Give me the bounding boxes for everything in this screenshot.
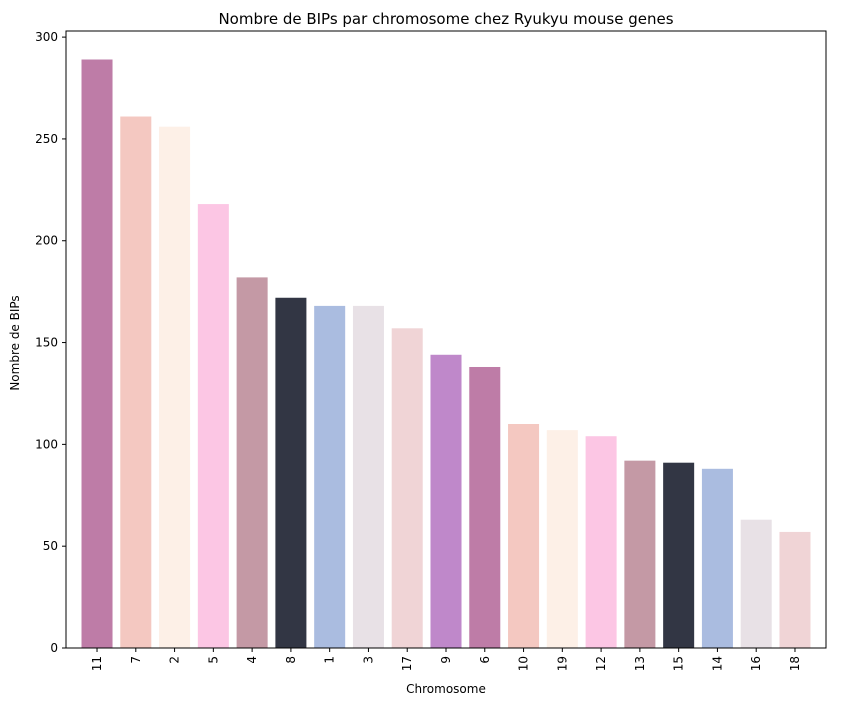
bar-chr-13 (624, 460, 656, 648)
bar-chr-15 (663, 462, 695, 648)
x-tick-label: 10 (517, 656, 531, 671)
y-tick-label: 250 (35, 132, 58, 146)
bar-chr-18 (779, 531, 811, 648)
y-tick-label: 50 (43, 539, 58, 553)
bar-chr-5 (197, 204, 229, 648)
x-tick-label: 2 (168, 656, 182, 664)
x-tick-label: 19 (555, 656, 569, 671)
y-tick-label: 100 (35, 437, 58, 451)
x-tick-label: 5 (206, 656, 220, 664)
bar-chr-10 (508, 424, 540, 648)
bar-chr-4 (236, 277, 268, 648)
x-tick-label: 18 (788, 656, 802, 671)
x-tick-label: 11 (90, 656, 104, 671)
x-tick-label: 4 (245, 656, 259, 664)
y-tick-label: 150 (35, 336, 58, 350)
bar-chr-9 (430, 354, 462, 648)
x-tick-label: 13 (633, 656, 647, 671)
x-tick-label: 14 (710, 656, 724, 671)
x-axis: 11 7 2 5 4 8 1 3 17 9 6 10 19 12 13 15 14 16 18 (90, 648, 802, 671)
bar-chr-7 (120, 116, 152, 648)
bar-chr-14 (701, 468, 733, 648)
bar-chr-11 (81, 59, 113, 649)
bar-chr-8 (275, 297, 307, 648)
x-tick-label: 9 (439, 656, 453, 664)
bar-chr-12 (585, 436, 617, 648)
x-tick-label: 1 (323, 656, 337, 664)
x-tick-label: 16 (749, 656, 763, 671)
x-tick-label: 3 (361, 656, 375, 664)
chart-title: Nombre de BIPs par chromosome chez Ryuky… (218, 10, 673, 28)
y-tick-label: 200 (35, 234, 58, 248)
x-tick-label: 6 (478, 656, 492, 664)
x-axis-label: Chromosome (406, 682, 486, 696)
x-tick-label: 7 (129, 656, 143, 664)
bar-chr-17 (391, 328, 423, 648)
x-tick-label: 12 (594, 656, 608, 671)
x-tick-label: 17 (400, 656, 414, 671)
bar-chr-16 (740, 519, 772, 648)
y-tick-label: 300 (35, 30, 58, 44)
bar-chr-3 (352, 305, 384, 648)
bar-chr-6 (469, 366, 501, 648)
y-axis: 0 50 100 150 200 250 300 (35, 30, 66, 655)
y-axis-label: Nombre de BIPs (8, 295, 22, 390)
x-tick-label: 15 (672, 656, 686, 671)
bar-chr-1 (314, 305, 346, 648)
bar-chr-19 (546, 430, 578, 648)
plot-area (65, 30, 827, 649)
y-tick-label: 0 (50, 641, 58, 655)
bar-chr-2 (159, 126, 191, 648)
x-tick-label: 8 (284, 656, 298, 664)
